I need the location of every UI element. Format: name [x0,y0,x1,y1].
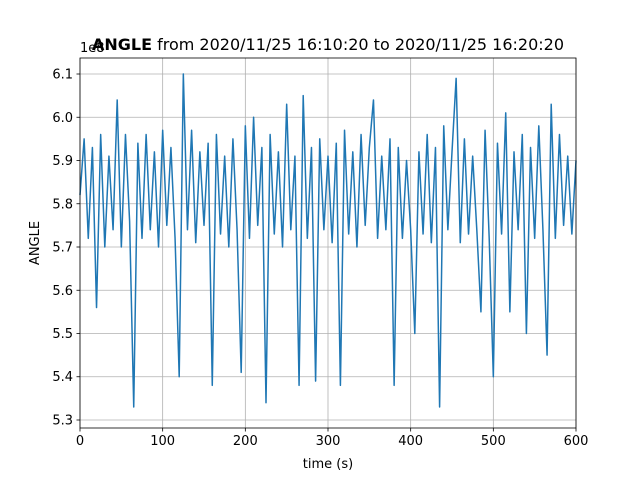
y-axis-label: ANGLE [28,221,43,265]
plot-frame [79,57,577,429]
y-tick-label: 5.5 [52,327,73,342]
x-tick-label: 300 [316,434,341,449]
chart-title: ANGLE from 2020/11/25 16:10:20 to 2020/1… [92,35,564,54]
title-bold: ANGLE [92,35,152,54]
y-tick-label: 5.8 [52,197,73,212]
x-tick-label: 200 [233,434,258,449]
x-tick-label: 400 [398,434,423,449]
y-tick-label: 5.4 [52,370,73,385]
offset-label: 1e8 [80,41,105,56]
x-tick-label: 0 [76,434,84,449]
x-tick-label: 500 [481,434,506,449]
title-text: from 2020/11/25 16:10:20 to 2020/11/25 1… [157,35,564,54]
x-tick-label: 600 [564,434,589,449]
y-tick-label: 5.9 [52,154,73,169]
y-tick-label: 5.3 [52,413,73,428]
y-tick-label: 6.1 [52,68,73,83]
x-tick-label: 100 [150,434,175,449]
data-line [79,73,577,408]
y-tick-label: 6.0 [52,111,73,126]
y-tick-label: 5.6 [52,284,73,299]
y-tick-label: 5.7 [52,241,73,256]
x-axis-label: time (s) [303,457,353,472]
